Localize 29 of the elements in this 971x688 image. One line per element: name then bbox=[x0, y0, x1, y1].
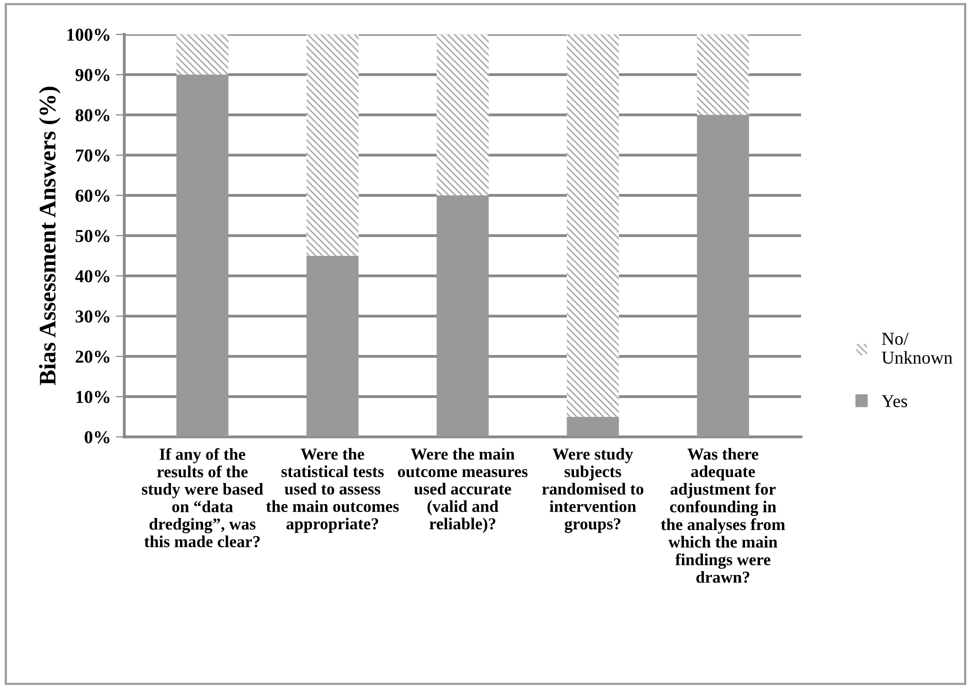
y-tick-label: 50% bbox=[76, 230, 110, 242]
x-tick-label: Were the statistical tests used to assess the main outcomes appropriate? bbox=[266, 448, 399, 533]
y-tick-label: 0% bbox=[84, 431, 110, 444]
bar bbox=[306, 34, 359, 256]
y-tick-label: 30% bbox=[76, 310, 110, 323]
x-tick-label: Were study subjects randomised to intervention groups? bbox=[542, 448, 644, 533]
bar bbox=[566, 416, 619, 437]
y-tick-label: 40% bbox=[75, 270, 110, 282]
bar bbox=[436, 34, 489, 196]
y-axis-title: Bias Assessment Answers (%) bbox=[38, 86, 60, 386]
y-tick-label: 20% bbox=[76, 350, 110, 363]
y-tick-label: 90% bbox=[75, 68, 110, 82]
y-tick-label: 80% bbox=[76, 109, 110, 122]
bar bbox=[176, 74, 228, 437]
x-tick-label: Was there adequate adjustment for confounding in the analyses from which the main findings were drawn? bbox=[660, 448, 786, 583]
y-tick-label: 10% bbox=[76, 390, 110, 404]
bar bbox=[176, 34, 228, 75]
y-tick-label: 100% bbox=[67, 28, 110, 41]
y-tick-label: 60% bbox=[76, 190, 110, 202]
x-tick-label: If any of the results of the study were based on “data dredging”, was this made clear? bbox=[142, 448, 264, 548]
bar bbox=[566, 34, 619, 417]
legend-label: Yes bbox=[882, 395, 908, 408]
bar bbox=[696, 34, 750, 115]
y-tick-label: 70% bbox=[76, 149, 110, 162]
x-tick-label: Were the main outcome measures used accurate (valid and reliable)? bbox=[398, 448, 528, 533]
bar bbox=[696, 114, 750, 437]
bar bbox=[436, 195, 489, 437]
bar bbox=[306, 256, 359, 437]
legend-label: No/ Unknown bbox=[882, 332, 952, 364]
